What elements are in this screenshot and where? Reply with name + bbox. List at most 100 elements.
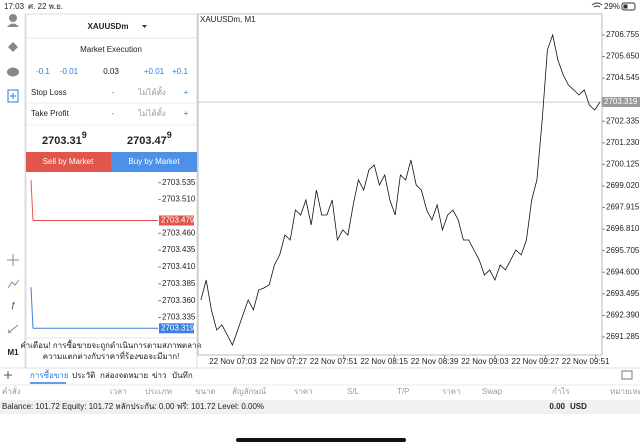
tab[interactable]: กล่องจดหมาย — [100, 371, 148, 380]
status-date: ศ. 22 พ.ย. — [28, 2, 63, 11]
draw-icon[interactable] — [7, 324, 19, 334]
y-tick-label: 2704.545 — [606, 73, 640, 82]
order-panel — [25, 13, 198, 369]
stop-loss-plus[interactable]: + — [184, 88, 189, 97]
y-tick-label: 2695.705 — [606, 246, 640, 255]
column-header: คำสั่ง — [2, 385, 21, 396]
column-header: สัญลักษณ์ — [232, 386, 267, 396]
volume-step[interactable]: +0.1 — [172, 67, 188, 76]
account-summary: Balance: 101.72 Equity: 101.72 หลักประกั… — [2, 402, 264, 411]
y-tick-label: 2703.460 — [162, 228, 196, 237]
y-tick-label: 2703.335 — [162, 313, 196, 322]
column-header: ประเภท — [145, 387, 172, 396]
stop-loss-label: Stop Loss — [31, 88, 67, 97]
price-tag-label: 2703.319 — [161, 323, 195, 332]
column-header: S/L — [347, 387, 360, 396]
price-tag-label: 2703.479 — [161, 216, 195, 225]
take-profit-value[interactable]: ไม่ได้ตั้ง — [137, 107, 166, 118]
price-tag-label: 2703.319 — [604, 97, 638, 106]
total-profit: 0.00 — [549, 402, 565, 411]
column-header: หมายเหตุ — [610, 387, 640, 396]
stop-loss-minus[interactable]: - — [112, 88, 115, 97]
x-tick-label: 22 Nov 09:03 — [461, 357, 509, 366]
warning-text: คำเตือน! การซื้อขายจะถูกดำเนินการตามสภาพ… — [20, 339, 201, 351]
y-tick-label: 2703.435 — [162, 245, 196, 254]
y-tick-label: 2691.285 — [606, 332, 640, 341]
new-order-plus — [10, 93, 16, 99]
panel-toggle-icon[interactable] — [621, 370, 633, 380]
y-tick-label: 2701.230 — [606, 138, 640, 147]
tick-series — [30, 287, 34, 329]
volume-step[interactable]: -0.01 — [60, 67, 79, 76]
column-header: T/P — [397, 387, 409, 396]
ask-last: 9 — [167, 130, 172, 140]
y-tick-label: 2703.510 — [162, 195, 196, 204]
status-time: 17:03 — [4, 2, 25, 11]
column-header: ราคา — [294, 387, 313, 396]
y-tick-label: 2702.335 — [606, 116, 640, 125]
bid-last: 9 — [82, 130, 87, 140]
function-icon[interactable]: ƒ — [11, 301, 16, 310]
new-order-icon[interactable] — [7, 89, 19, 103]
sell-button[interactable] — [26, 152, 111, 172]
tab[interactable]: บันทึก — [172, 371, 193, 380]
sell-button-label[interactable]: Sell by Market — [43, 157, 94, 166]
buy-button[interactable] — [111, 152, 197, 172]
x-tick-label: 22 Nov 07:03 — [209, 357, 257, 366]
bid-price: 2703.319 — [42, 130, 87, 147]
volume-step[interactable]: -0.1 — [36, 67, 50, 76]
trade-icon[interactable] — [8, 42, 18, 52]
symbol-selector[interactable]: XAUUSDm — [88, 22, 129, 31]
warning-text: ความแตกต่างกับราคาที่ร้องขอจะมีมาก! — [43, 350, 180, 361]
y-tick-label: 2693.495 — [606, 289, 640, 298]
y-tick-label: 2703.535 — [162, 178, 196, 187]
x-tick-label: 22 Nov 07:51 — [310, 357, 358, 366]
take-profit-minus[interactable]: - — [112, 109, 115, 118]
x-tick-label: 22 Nov 09:27 — [512, 357, 560, 366]
indicator-icon[interactable] — [7, 279, 20, 289]
ask-main: 2703.47 — [127, 135, 167, 147]
dropdown-arrow — [142, 25, 147, 28]
y-tick-label: 2703.410 — [162, 262, 196, 271]
chart-title: XAUUSDm, M1 — [200, 15, 256, 24]
account-icon-body — [7, 23, 19, 27]
y-tick-label: 2692.390 — [606, 310, 640, 319]
volume-value[interactable]: 0.03 — [103, 67, 119, 76]
bid-main: 2703.31 — [42, 135, 82, 147]
take-profit-plus[interactable]: + — [184, 109, 189, 118]
price-tag — [159, 215, 194, 226]
battery-level-icon — [623, 4, 628, 9]
column-header: ขนาด — [195, 387, 216, 396]
x-tick-label: 22 Nov 07:27 — [260, 357, 308, 366]
execution-type[interactable]: Market Execution — [80, 45, 142, 54]
account-icon[interactable] — [9, 14, 17, 22]
y-tick-label: 2705.650 — [606, 52, 640, 61]
home-indicator — [236, 438, 406, 442]
battery-icon — [621, 2, 636, 11]
y-tick-label: 2703.360 — [162, 296, 196, 305]
y-tick-label: 2696.810 — [606, 224, 640, 233]
timeframe[interactable]: M1 — [7, 348, 19, 357]
y-tick-label: 2697.915 — [606, 203, 640, 212]
currency: USD — [570, 402, 587, 411]
volume-step[interactable]: +0.01 — [144, 67, 165, 76]
x-tick-label: 22 Nov 09:51 — [562, 357, 610, 366]
x-tick-label: 22 Nov 08:15 — [360, 357, 408, 366]
add-button[interactable] — [4, 371, 12, 379]
y-tick-label: 2700.125 — [606, 160, 640, 169]
tab[interactable]: การซื้อขาย — [30, 369, 69, 380]
column-header: Swap — [482, 387, 503, 396]
x-tick-label: 22 Nov 08:39 — [411, 357, 459, 366]
crosshair-icon[interactable] — [7, 254, 19, 266]
tab[interactable]: ข่าว — [152, 371, 166, 380]
take-profit-label: Take Profit — [31, 109, 70, 118]
y-tick-label: 2699.020 — [606, 181, 640, 190]
tab[interactable]: ประวัติ — [72, 371, 95, 380]
ask-price: 2703.479 — [127, 130, 172, 147]
stop-loss-value[interactable]: ไม่ได้ตั้ง — [137, 86, 166, 97]
chat-icon[interactable] — [7, 67, 19, 77]
status-battery: 29% — [604, 2, 620, 11]
price-tag — [159, 323, 194, 334]
column-header: เวลา — [110, 387, 127, 396]
buy-button-label[interactable]: Buy by Market — [128, 157, 180, 166]
